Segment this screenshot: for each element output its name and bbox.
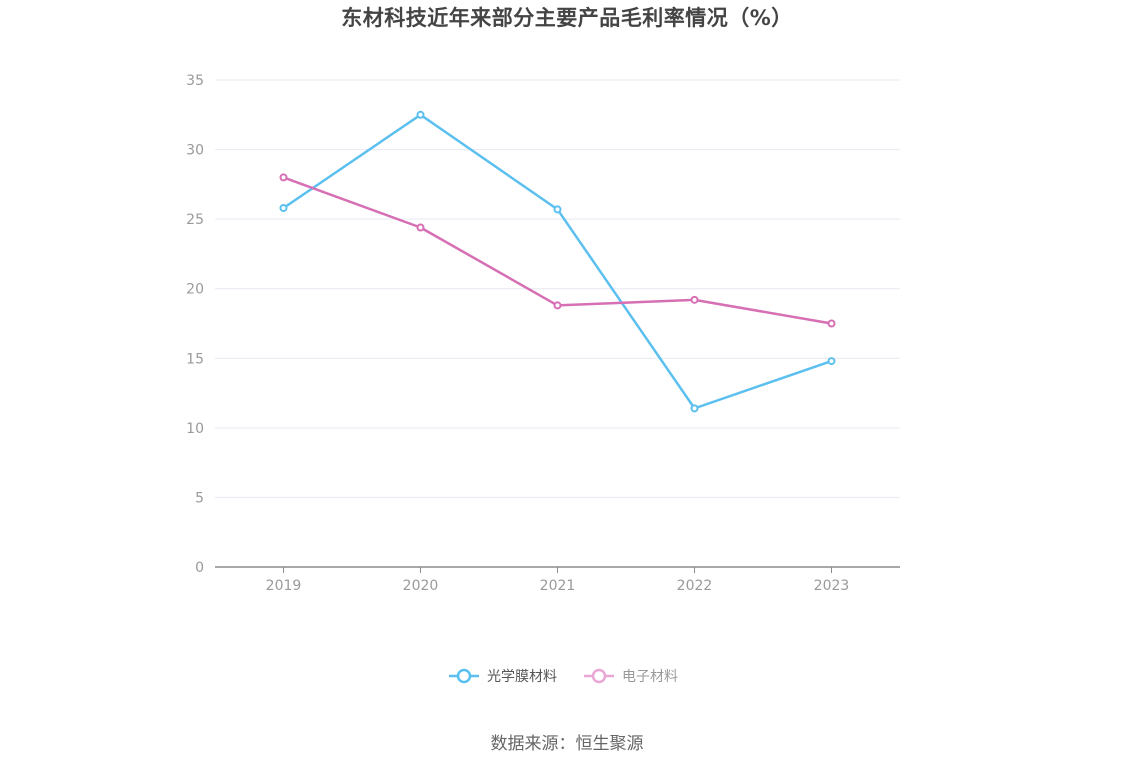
y-tick-label: 0 [195, 560, 204, 576]
legend-item[interactable]: 电子材料 [584, 668, 678, 685]
series-line-1 [282, 113, 832, 410]
x-tick-label: 2019 [266, 578, 302, 594]
data-point[interactable] [553, 301, 562, 310]
axes: 0 5 10 15 20 25 30 35 2019 2020 2021 2022 2023 [186, 73, 900, 594]
y-tick-label: 35 [186, 73, 204, 89]
data-point[interactable] [690, 295, 699, 304]
x-tick-label: 2023 [814, 578, 850, 594]
x-tick-label: 2020 [403, 578, 439, 594]
y-tick-label: 5 [195, 490, 204, 506]
data-point[interactable] [827, 357, 836, 366]
legend-item[interactable]: 光学膜材料 [449, 668, 557, 685]
y-tick-label: 30 [186, 143, 204, 159]
legend: 光学膜材料 电子材料 [449, 668, 678, 685]
data-point[interactable] [690, 404, 699, 413]
y-tick-label: 10 [186, 421, 204, 437]
data-point[interactable] [416, 110, 425, 119]
chart-title: 东材科技近年来部分主要产品毛利率情况（%） [341, 6, 793, 30]
y-tick-label: 20 [186, 282, 204, 298]
data-point[interactable] [827, 319, 836, 328]
x-tick-label: 2022 [677, 578, 713, 594]
data-point[interactable] [416, 223, 425, 232]
series-lines [279, 110, 836, 413]
legend-label: 电子材料 [622, 669, 678, 685]
x-tick-label: 2021 [540, 578, 576, 594]
data-point[interactable] [279, 173, 288, 182]
y-tick-label: 15 [186, 351, 204, 367]
legend-label: 光学膜材料 [487, 669, 557, 685]
data-point[interactable] [279, 204, 288, 213]
data-point[interactable] [553, 205, 562, 214]
legend-marker [456, 668, 472, 684]
grid-lines [215, 79, 900, 498]
source-note: 数据来源：恒生聚源 [490, 734, 644, 754]
y-tick-label: 25 [186, 212, 204, 228]
legend-marker [591, 668, 607, 684]
